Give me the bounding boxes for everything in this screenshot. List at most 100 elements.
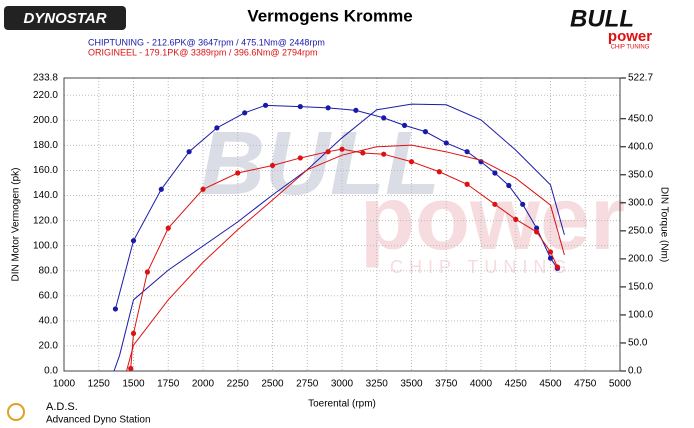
series-point — [235, 170, 241, 176]
y2-tick-label: 0.0 — [628, 366, 642, 377]
x-tick-label: 1750 — [157, 379, 180, 390]
y2-tick-label: 50.0 — [628, 338, 648, 349]
series-point — [262, 102, 269, 108]
x-tick-label: 3750 — [435, 379, 458, 390]
series-point — [130, 238, 137, 244]
x-tick-label: 2500 — [261, 379, 284, 390]
x-tick-label: 5000 — [609, 379, 632, 390]
series-line — [113, 103, 565, 372]
series-point — [112, 306, 119, 312]
chip-logo: CHIP TUNING — [611, 45, 650, 51]
x-tick-label: 4250 — [505, 379, 528, 390]
y-tick-label: 100.0 — [33, 240, 58, 251]
series-point — [492, 201, 498, 207]
series-point — [443, 140, 449, 146]
y-tick-label: 20.0 — [39, 341, 59, 352]
y2-axis-title: DIN Torque (Nm) — [658, 187, 669, 262]
chart-title: Vermogens Kromme — [247, 6, 412, 25]
series-point — [158, 186, 164, 192]
y-axis-title: DIN Motor Vermogen (pk) — [11, 168, 22, 282]
dynostar-logo — [4, 6, 126, 30]
series-point — [353, 107, 359, 113]
x-tick-label: 3250 — [366, 379, 389, 390]
dynostar-text: DYNOSTAR — [23, 10, 106, 27]
y-tick-label: 80.0 — [39, 265, 59, 276]
legend-entry: ORIGINEEL - 179.1PK@ 3389rpm / 396.6Nm@ … — [88, 47, 318, 57]
series-point — [339, 146, 345, 152]
series-point — [325, 105, 331, 111]
series-point — [130, 330, 137, 337]
x-tick-label: 4750 — [574, 379, 597, 390]
y-tick-label: 140.0 — [33, 190, 58, 201]
y2-tick-label: 522.7 — [628, 73, 653, 84]
y-tick-label: 200.0 — [33, 115, 58, 126]
series-point — [200, 186, 206, 192]
series-point — [520, 201, 526, 207]
series-point — [513, 216, 519, 222]
x-tick-label: 3000 — [331, 379, 354, 390]
series-point — [464, 149, 470, 155]
y2-tick-label: 100.0 — [628, 310, 653, 321]
series-line — [130, 148, 558, 369]
y-tick-label: 40.0 — [39, 316, 59, 327]
ads-icon — [7, 403, 25, 421]
series-point — [325, 149, 331, 155]
series-point — [360, 150, 366, 156]
series-point — [269, 162, 276, 169]
x-tick-label: 1000 — [53, 379, 76, 390]
x-tick-label: 2750 — [296, 379, 319, 390]
series-point — [464, 181, 470, 187]
x-tick-label: 4000 — [470, 379, 493, 390]
series-line — [126, 144, 565, 372]
series-point — [401, 122, 408, 128]
y-tick-label: 180.0 — [33, 140, 58, 151]
series-point — [381, 151, 387, 157]
y2-tick-label: 450.0 — [628, 113, 653, 124]
series-point — [547, 255, 554, 261]
watermark-top: BULL — [200, 114, 440, 214]
y-tick-label: 60.0 — [39, 290, 59, 301]
series-point — [128, 365, 134, 372]
x-tick-label: 3500 — [400, 379, 423, 390]
watermark: BULL power CHIP TUNING — [200, 114, 625, 277]
x-axis-title: Toerental (rpm) — [308, 399, 376, 410]
series-point — [242, 110, 248, 116]
y-tick-label: 120.0 — [33, 215, 58, 226]
series-point — [297, 103, 303, 110]
series-point — [165, 225, 171, 231]
series-point — [144, 269, 150, 275]
series-point — [506, 182, 512, 189]
x-tick-label: 1500 — [122, 379, 145, 390]
series-point — [436, 169, 442, 175]
series-point — [214, 125, 220, 131]
y2-tick-label: 400.0 — [628, 141, 653, 152]
series-point — [534, 225, 540, 231]
y2-tick-label: 300.0 — [628, 197, 653, 208]
y2-tick-label: 150.0 — [628, 282, 653, 293]
series-point — [422, 129, 428, 135]
ads-full: Advanced Dyno Station — [46, 415, 151, 426]
y-tick-label: 160.0 — [33, 165, 58, 176]
series-point — [547, 249, 554, 255]
y-tick-label: 220.0 — [33, 90, 58, 101]
series-point — [408, 159, 415, 165]
legend-entry: CHIPTUNING - 212.6PK@ 3647rpm / 475.1Nm@… — [88, 37, 325, 47]
x-tick-label: 4500 — [539, 379, 562, 390]
y2-tick-label: 350.0 — [628, 169, 653, 180]
series-point — [554, 264, 561, 270]
series-point — [492, 170, 498, 176]
y-tick-label: 0.0 — [44, 366, 58, 377]
y2-tick-label: 250.0 — [628, 226, 653, 237]
x-tick-label: 1250 — [88, 379, 111, 390]
y-tick-label: 233.8 — [33, 73, 58, 84]
x-tick-label: 2000 — [192, 379, 215, 390]
bull-logo: BULL — [570, 5, 634, 32]
series-point — [297, 155, 303, 161]
watermark-bottom: power — [360, 169, 625, 269]
power-logo: power — [608, 28, 652, 45]
series-line — [114, 104, 558, 310]
plot-frame — [63, 77, 621, 372]
series-point — [534, 229, 540, 235]
watermark-sub: CHIP TUNING — [390, 257, 572, 277]
